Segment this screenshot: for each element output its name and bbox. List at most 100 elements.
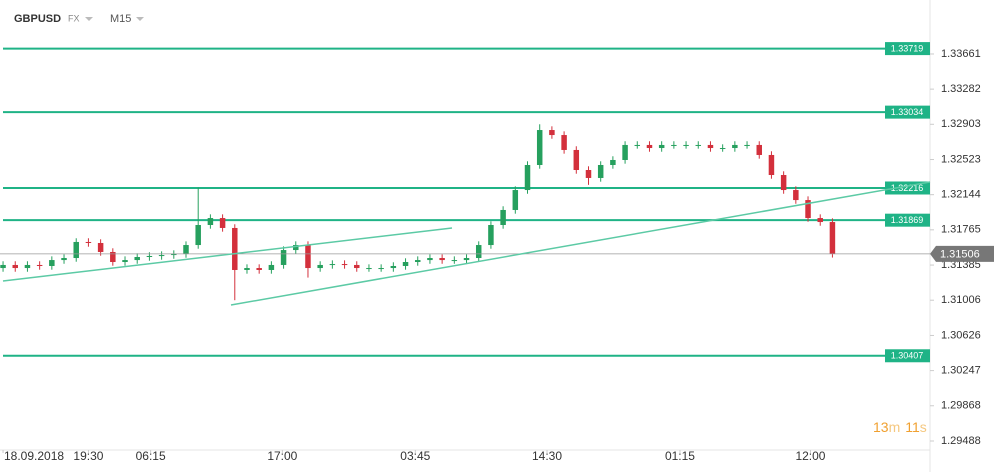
candle-body: [585, 170, 592, 178]
level-label: 1.33034: [891, 107, 924, 117]
candle-body: [719, 148, 726, 150]
y-tick-label: 1.33661: [941, 48, 981, 60]
candle-body: [378, 268, 384, 270]
y-tick-label: 1.33282: [941, 83, 981, 95]
candle-body: [158, 255, 165, 257]
candle-body: [646, 144, 653, 149]
level-label: 1.31869: [891, 215, 924, 225]
candle-body: [219, 218, 226, 228]
candle-body: [744, 144, 750, 146]
trend-line[interactable]: [2, 227, 453, 282]
candle-body: [439, 258, 445, 261]
candle-body: [305, 245, 311, 269]
candle-body: [232, 227, 238, 270]
candle-body: [805, 200, 811, 219]
x-tick-label: 03:45: [400, 449, 430, 463]
candle-body: [768, 154, 775, 176]
level-badge[interactable]: [885, 181, 930, 195]
timer-minutes: 13: [873, 419, 889, 435]
y-tick-label: 1.29488: [941, 435, 981, 447]
candle-body: [793, 190, 799, 201]
candle-body: [36, 264, 43, 266]
level-badge[interactable]: [885, 349, 930, 363]
timer: 13m 11s: [873, 419, 927, 435]
candle-body: [207, 218, 214, 225]
timer-unit: s: [920, 419, 927, 435]
candle-body: [366, 268, 372, 270]
candle-body: [671, 144, 677, 146]
candle-body: [24, 264, 31, 269]
level-badge[interactable]: [885, 105, 930, 119]
candle-body: [695, 144, 702, 146]
candle-body: [12, 264, 18, 269]
y-tick-label: 1.31006: [941, 294, 981, 306]
candle-body: [183, 245, 189, 255]
candle-body: [427, 258, 433, 261]
candle-body: [622, 144, 628, 160]
candle-body: [634, 144, 641, 146]
candle-body: [85, 241, 92, 243]
interval[interactable]: M15: [110, 13, 131, 25]
y-tick-label: 1.31765: [941, 224, 981, 236]
x-tick-label: 17:00: [267, 449, 297, 463]
candle-body: [561, 135, 567, 150]
candle-body: [780, 175, 787, 191]
candle-body: [73, 241, 79, 259]
last-price-badge: [930, 245, 994, 262]
candle-body: [732, 144, 738, 149]
candle-body: [49, 260, 55, 266]
dropdown-arrow[interactable]: [85, 17, 93, 21]
candle-body: [134, 256, 140, 261]
y-tick-label: 1.32523: [941, 153, 981, 165]
candle-body: [341, 264, 348, 266]
y-tick-label: 1.30626: [941, 329, 981, 341]
symbol[interactable]: GBPUSD: [14, 13, 61, 25]
candle-body: [463, 258, 470, 261]
candle-body: [97, 242, 104, 252]
candle-body: [146, 255, 153, 257]
candle-body: [293, 245, 299, 251]
level-label: 1.30407: [891, 351, 924, 361]
candle-body: [451, 260, 458, 262]
market[interactable]: FX: [68, 13, 80, 23]
candle-body: [756, 144, 762, 155]
candle-body: [402, 262, 409, 266]
dropdown-arrow[interactable]: [136, 17, 144, 21]
candle-body: [244, 268, 250, 270]
x-tick-label: 14:30: [532, 449, 562, 463]
candle-body: [390, 265, 397, 269]
candle-body: [488, 225, 494, 246]
candle-body: [597, 164, 604, 178]
candle-body: [549, 130, 555, 136]
candle-body: [61, 258, 67, 261]
candle-body: [256, 268, 262, 270]
candle-body: [329, 264, 336, 266]
candle-body: [317, 264, 323, 269]
candle-body: [658, 144, 665, 149]
candle-body: [707, 144, 714, 149]
level-label: 1.32216: [891, 183, 924, 193]
level-label: 1.33719: [891, 43, 924, 53]
x-tick-label: 06:15: [136, 449, 166, 463]
candle-body: [414, 260, 421, 263]
candle-body: [475, 245, 482, 259]
candle-body: [817, 218, 823, 223]
trend-line[interactable]: [230, 181, 931, 306]
candle-body: [610, 159, 616, 165]
x-tick-label: 01:15: [665, 449, 695, 463]
candle-body: [171, 254, 177, 256]
level-badge[interactable]: [885, 42, 930, 56]
y-tick-label: 1.32144: [941, 189, 981, 201]
candle-body: [280, 250, 287, 265]
x-tick-label: 18.09.2018: [4, 449, 64, 463]
candle-body: [536, 130, 543, 165]
timer-seconds: 11: [905, 419, 920, 435]
y-tick-label: 1.32903: [941, 118, 981, 130]
y-tick-label: 1.29868: [941, 400, 981, 412]
last-price-label: 1.31506: [940, 248, 980, 260]
candle-body: [512, 190, 519, 210]
level-badge[interactable]: [885, 213, 930, 227]
x-tick-label: 12:00: [795, 449, 825, 463]
